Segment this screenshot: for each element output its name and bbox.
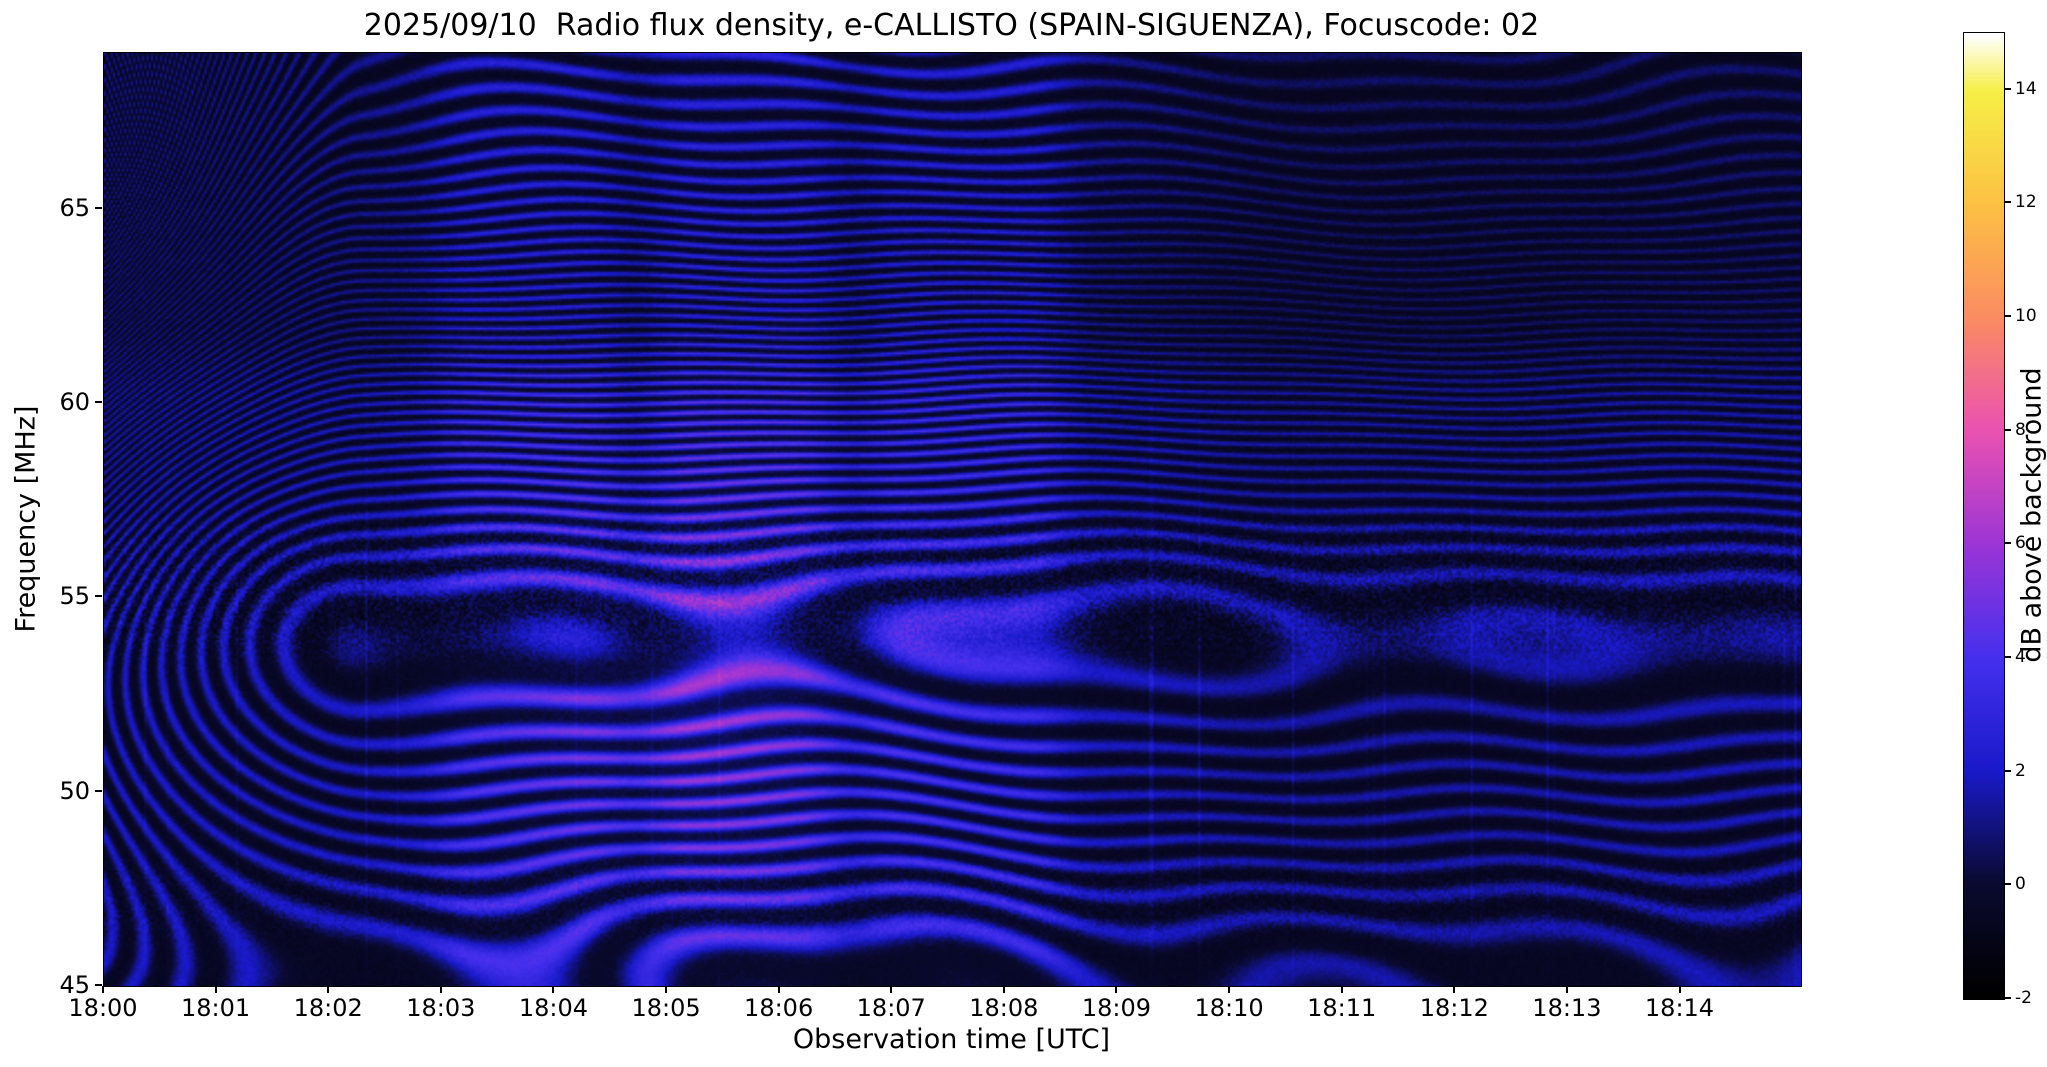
y-tick-mark xyxy=(95,400,102,403)
x-tick-mark xyxy=(890,986,893,993)
x-tick-mark xyxy=(102,986,104,993)
x-tick-label: 18:11 xyxy=(1307,994,1377,1022)
x-tick-label: 18:04 xyxy=(518,994,588,1022)
x-tick-mark xyxy=(1002,986,1005,993)
colorbar-tick-mark xyxy=(2005,201,2011,204)
x-tick-mark xyxy=(1115,986,1118,993)
colorbar-tick-label: 14 xyxy=(2015,78,2037,99)
colorbar-tick-mark xyxy=(2005,997,2011,999)
spectrogram-canvas xyxy=(104,53,1801,986)
x-tick-mark xyxy=(327,986,330,993)
colorbar-tick-mark xyxy=(2005,656,2011,659)
x-tick-label: 18:07 xyxy=(856,994,926,1022)
x-tick-mark xyxy=(1340,986,1343,993)
colorbar-tick-label: 10 xyxy=(2015,306,2037,327)
colorbar xyxy=(1963,32,2005,1000)
colorbar-tick-mark xyxy=(2005,883,2011,886)
x-tick-mark xyxy=(214,986,217,993)
x-axis-label: Observation time [UTC] xyxy=(792,1024,1111,1055)
x-tick-mark xyxy=(552,986,555,993)
colorbar-tick-label: 12 xyxy=(2015,192,2037,213)
x-tick-label: 18:02 xyxy=(293,994,363,1022)
x-tick-label: 18:05 xyxy=(631,994,701,1022)
x-tick-label: 18:06 xyxy=(744,994,814,1022)
x-tick-label: 18:08 xyxy=(969,994,1039,1022)
colorbar-tick-label: 2 xyxy=(2015,760,2026,781)
colorbar-label: dB above background xyxy=(2016,367,2047,663)
colorbar-canvas xyxy=(1964,33,2004,999)
colorbar-tick-label: -2 xyxy=(2015,988,2032,1008)
colorbar-tick-mark xyxy=(2005,315,2011,318)
x-tick-mark xyxy=(1228,986,1231,993)
y-tick-label: 60 xyxy=(59,387,90,416)
colorbar-tick-mark xyxy=(2005,769,2011,772)
x-tick-mark xyxy=(665,986,668,993)
y-tick-label: 65 xyxy=(59,193,90,222)
x-tick-label: 18:09 xyxy=(1081,994,1152,1022)
y-tick-mark xyxy=(95,789,102,792)
colorbar-tick-mark xyxy=(2005,87,2011,90)
y-tick-label: 50 xyxy=(59,776,90,805)
y-tick-label: 55 xyxy=(59,582,90,611)
plot-area xyxy=(103,52,1802,987)
y-tick-mark xyxy=(95,206,102,209)
y-tick-mark xyxy=(95,595,102,598)
chart-title: 2025/09/10 Radio flux density, e-CALLIST… xyxy=(363,8,1540,43)
x-tick-label: 18:03 xyxy=(406,994,476,1022)
x-tick-label: 18:13 xyxy=(1532,994,1602,1022)
x-tick-mark xyxy=(777,986,780,993)
x-tick-label: 18:10 xyxy=(1194,994,1264,1022)
x-tick-mark xyxy=(439,986,442,993)
colorbar-tick-label: 6 xyxy=(2015,533,2026,554)
colorbar-tick-mark xyxy=(2005,542,2011,545)
colorbar-tick-label: 8 xyxy=(2015,419,2026,440)
y-tick-label: 45 xyxy=(59,971,90,999)
x-tick-label: 18:01 xyxy=(181,994,251,1022)
colorbar-tick-label: 0 xyxy=(2015,874,2026,895)
colorbar-tick-label: 4 xyxy=(2015,647,2026,668)
x-tick-mark xyxy=(1565,986,1568,993)
x-tick-label: 18:12 xyxy=(1419,994,1489,1022)
x-tick-label: 18:00 xyxy=(68,994,138,1022)
y-tick-mark xyxy=(95,984,102,986)
x-tick-label: 18:14 xyxy=(1644,994,1715,1022)
x-tick-mark xyxy=(1453,986,1456,993)
x-tick-mark xyxy=(1678,986,1681,993)
colorbar-tick-mark xyxy=(2005,428,2011,431)
